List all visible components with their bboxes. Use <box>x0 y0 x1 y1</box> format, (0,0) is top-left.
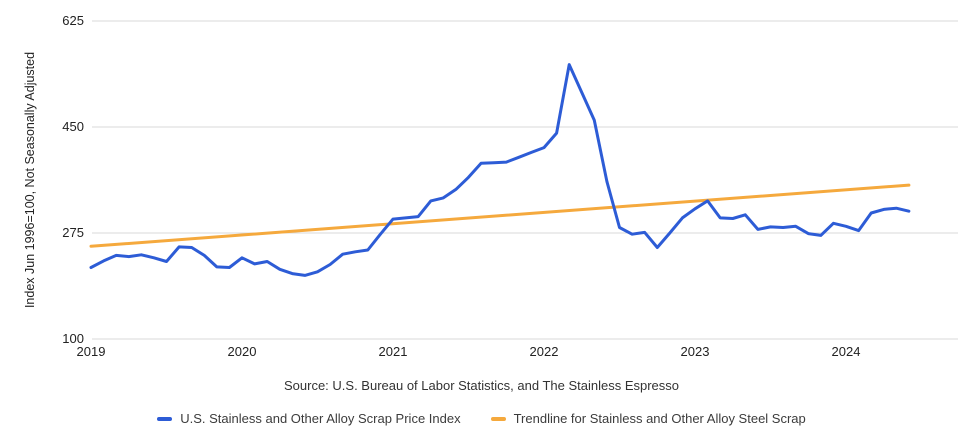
x-tick-2023: 2023 <box>680 344 710 359</box>
legend-item-trendline: Trendline for Stainless and Other Alloy … <box>490 411 806 426</box>
plot-svg <box>89 20 958 340</box>
legend-label-trendline: Trendline for Stainless and Other Alloy … <box>513 411 806 426</box>
y-tick-625: 625 <box>62 13 84 28</box>
gridlines <box>92 20 958 340</box>
y-tick-275: 275 <box>62 225 84 240</box>
x-tick-2022: 2022 <box>529 344 559 359</box>
x-tick-2020: 2020 <box>227 344 257 359</box>
legend: U.S. Stainless and Other Alloy Scrap Pri… <box>0 411 963 426</box>
trendline <box>89 183 911 248</box>
y-axis-title: Index Jun 1996=100, Not Seasonally Adjus… <box>23 51 37 309</box>
price-index-line <box>89 63 911 277</box>
x-tick-2021: 2021 <box>378 344 408 359</box>
y-tick-450: 450 <box>62 119 84 134</box>
legend-item-price-index: U.S. Stainless and Other Alloy Scrap Pri… <box>157 411 461 426</box>
legend-label-price-index: U.S. Stainless and Other Alloy Scrap Pri… <box>180 411 461 426</box>
y-tick-100: 100 <box>62 331 84 346</box>
source-note: Source: U.S. Bureau of Labor Statistics,… <box>283 378 680 393</box>
x-tick-2024: 2024 <box>831 344 861 359</box>
trendline-swatch-icon <box>490 416 506 421</box>
x-tick-2019: 2019 <box>76 344 106 359</box>
price-index-swatch-icon <box>157 416 173 421</box>
